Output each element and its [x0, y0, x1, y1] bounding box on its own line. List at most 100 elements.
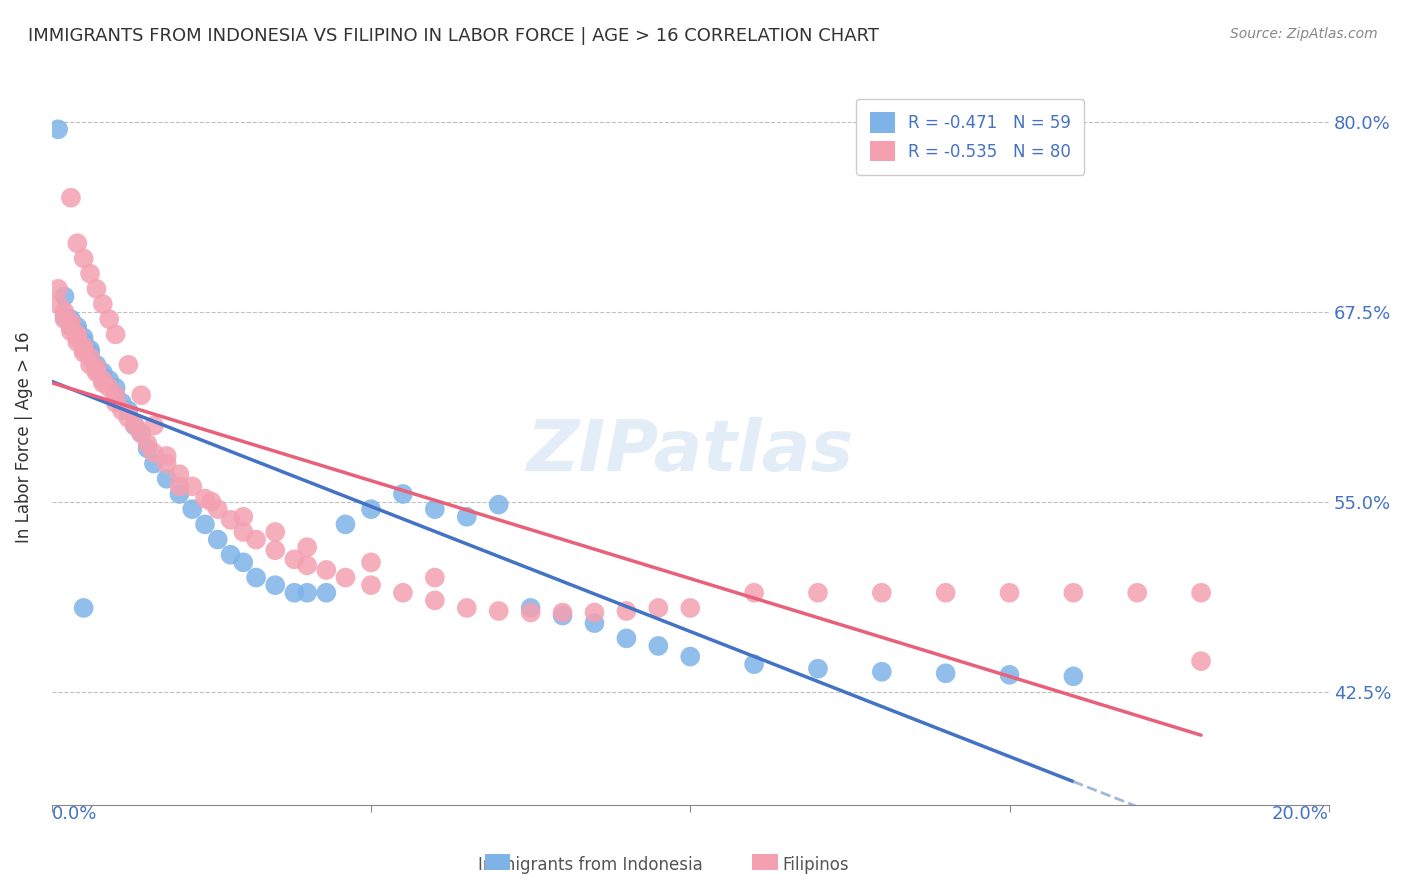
Text: 20.0%: 20.0%: [1272, 805, 1329, 823]
Point: [551, 606, 574, 620]
Point: [169, 479, 191, 493]
Point: [104, 327, 127, 342]
Point: [98, 381, 121, 395]
Point: [583, 616, 606, 631]
Point: [232, 524, 254, 539]
Point: [59, 319, 82, 334]
Point: [647, 639, 669, 653]
Point: [200, 494, 222, 508]
Point: [53, 309, 76, 323]
Point: [142, 457, 165, 471]
Point: [59, 325, 82, 339]
Point: [86, 282, 108, 296]
Point: [98, 373, 121, 387]
Point: [335, 570, 357, 584]
Point: [79, 358, 101, 372]
Point: [117, 411, 139, 425]
Point: [91, 366, 114, 380]
Point: [59, 315, 82, 329]
Point: [129, 388, 152, 402]
Point: [679, 649, 702, 664]
Point: [91, 370, 114, 384]
Point: [551, 608, 574, 623]
Point: [360, 502, 382, 516]
Point: [66, 327, 89, 342]
Point: [117, 403, 139, 417]
Point: [124, 418, 146, 433]
Point: [86, 358, 108, 372]
Text: Immigrants from Indonesia: Immigrants from Indonesia: [478, 856, 703, 874]
Point: [315, 563, 337, 577]
Point: [59, 319, 82, 334]
Point: [194, 491, 217, 506]
Point: [360, 578, 382, 592]
Point: [616, 604, 638, 618]
Point: [136, 442, 159, 456]
Point: [142, 418, 165, 433]
Point: [66, 319, 89, 334]
Point: [79, 343, 101, 357]
Legend: R = -0.471   N = 59, R = -0.535   N = 80: R = -0.471 N = 59, R = -0.535 N = 80: [856, 99, 1084, 175]
Point: [315, 586, 337, 600]
Point: [91, 297, 114, 311]
Point: [104, 388, 127, 402]
Point: [59, 191, 82, 205]
Point: [53, 289, 76, 303]
Point: [360, 555, 382, 569]
Point: [73, 340, 96, 354]
Point: [1189, 586, 1212, 600]
Point: [73, 345, 96, 359]
Point: [998, 668, 1021, 682]
Point: [207, 502, 229, 516]
Point: [456, 509, 478, 524]
Point: [129, 426, 152, 441]
Point: [53, 304, 76, 318]
Point: [232, 555, 254, 569]
Y-axis label: In Labor Force | Age > 16: In Labor Force | Age > 16: [15, 331, 32, 542]
Point: [104, 396, 127, 410]
Point: [283, 586, 305, 600]
Point: [742, 657, 765, 672]
Point: [295, 586, 318, 600]
Point: [73, 330, 96, 344]
Point: [104, 381, 127, 395]
Text: 0.0%: 0.0%: [52, 805, 97, 823]
Point: [117, 358, 139, 372]
Point: [73, 334, 96, 349]
Text: ZIPatlas: ZIPatlas: [527, 417, 853, 486]
Point: [807, 586, 830, 600]
Point: [111, 396, 134, 410]
Point: [46, 297, 69, 311]
Point: [232, 509, 254, 524]
Point: [169, 487, 191, 501]
Point: [519, 606, 541, 620]
Point: [98, 312, 121, 326]
Point: [156, 472, 179, 486]
Point: [169, 467, 191, 482]
Point: [1126, 586, 1149, 600]
Point: [219, 513, 242, 527]
Point: [79, 345, 101, 359]
Text: IMMIGRANTS FROM INDONESIA VS FILIPINO IN LABOR FORCE | AGE > 16 CORRELATION CHAR: IMMIGRANTS FROM INDONESIA VS FILIPINO IN…: [28, 27, 879, 45]
Point: [488, 498, 510, 512]
Point: [219, 548, 242, 562]
Point: [129, 426, 152, 441]
Point: [935, 586, 957, 600]
Text: Filipinos: Filipinos: [782, 856, 849, 874]
Point: [647, 601, 669, 615]
Point: [86, 360, 108, 375]
Point: [392, 487, 415, 501]
Point: [104, 388, 127, 402]
Point: [66, 330, 89, 344]
Point: [807, 662, 830, 676]
Point: [283, 552, 305, 566]
Point: [142, 446, 165, 460]
Point: [207, 533, 229, 547]
Point: [53, 312, 76, 326]
Point: [66, 327, 89, 342]
Point: [264, 524, 287, 539]
Point: [488, 604, 510, 618]
Point: [156, 457, 179, 471]
Point: [583, 606, 606, 620]
Point: [392, 586, 415, 600]
